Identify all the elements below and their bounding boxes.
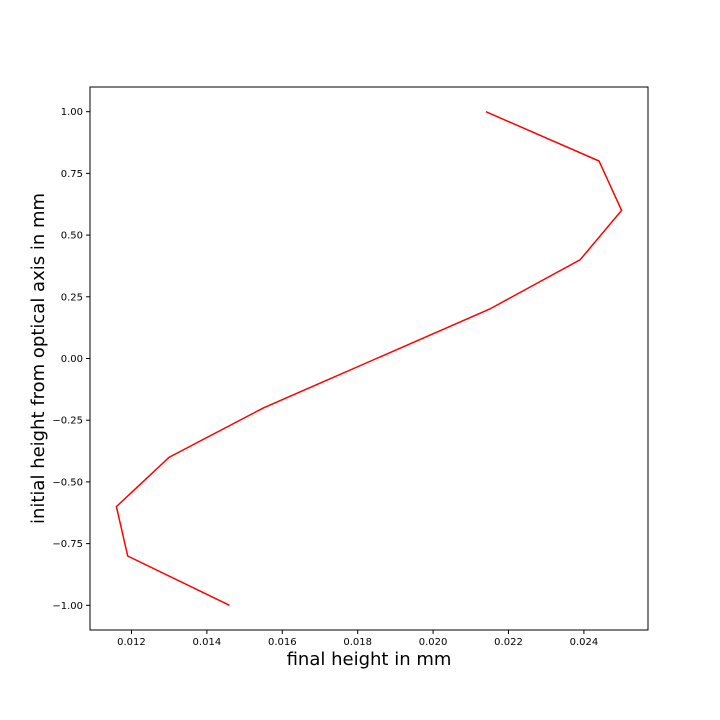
plot-frame bbox=[89, 86, 649, 631]
y-tick-label: 0.25 bbox=[61, 292, 83, 303]
x-tick-label: 0.018 bbox=[343, 637, 372, 648]
x-tick-label: 0.022 bbox=[494, 637, 523, 648]
series-layer bbox=[115, 111, 623, 606]
x-axis-ticks: 0.012 0.014 0.016 0.018 0.020 0.022 0.024 bbox=[117, 630, 598, 648]
y-tick-label: −1.00 bbox=[52, 601, 83, 612]
y-axis-label: initial height from optical axis in mm bbox=[28, 193, 49, 524]
y-tick-label: −0.25 bbox=[52, 416, 83, 427]
y-tick-label: −0.50 bbox=[52, 477, 83, 488]
y-axis-ticks: −1.00 −0.75 −0.50 −0.25 0.00 0.25 0.50 0.75 1.00 bbox=[52, 107, 90, 612]
x-tick-label: 0.020 bbox=[419, 637, 448, 648]
series-line-0 bbox=[115, 111, 623, 606]
y-tick-label: −0.75 bbox=[52, 539, 83, 550]
x-tick-label: 0.012 bbox=[117, 637, 146, 648]
y-tick-label: 0.50 bbox=[61, 231, 83, 242]
x-tick-label: 0.014 bbox=[193, 637, 222, 648]
y-tick-label: 0.00 bbox=[61, 354, 83, 365]
x-tick-label: 0.016 bbox=[268, 637, 297, 648]
y-tick-label: 0.75 bbox=[61, 169, 83, 180]
x-axis-label: final height in mm bbox=[287, 649, 452, 670]
y-tick-label: 1.00 bbox=[61, 107, 83, 118]
x-tick-label: 0.024 bbox=[570, 637, 599, 648]
